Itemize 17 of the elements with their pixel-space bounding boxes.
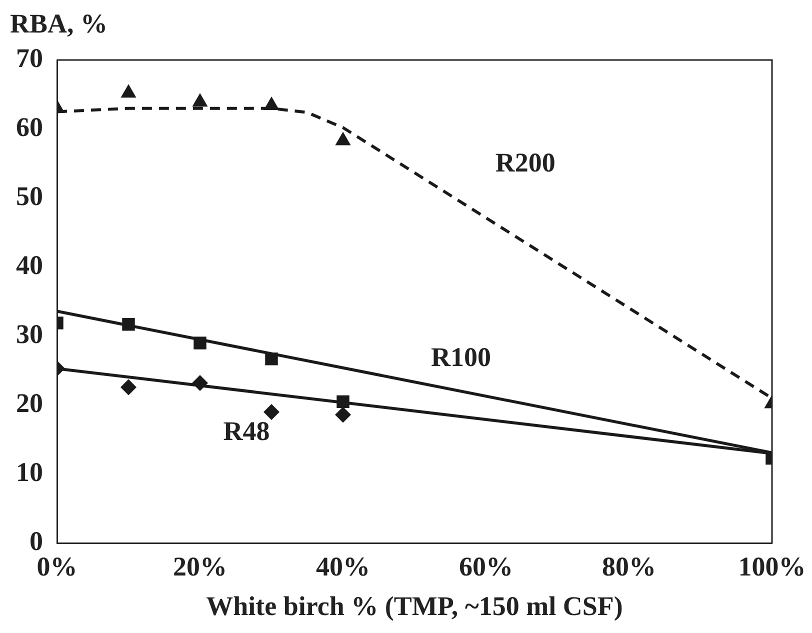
y-tick-label: 10: [16, 457, 43, 488]
y-tick-label: 40: [16, 250, 43, 280]
x-tick-label: 80%: [602, 551, 656, 582]
x-tick-label: 20%: [173, 551, 227, 582]
series-label: R100: [430, 342, 491, 372]
y-tick-label: 20: [16, 388, 43, 418]
x-tick-label: 100%: [738, 551, 806, 582]
x-tick-label: 40%: [316, 551, 370, 582]
series-label: R48: [223, 416, 270, 446]
y-axis-title: RBA, %: [10, 8, 108, 38]
y-tick-label: 70: [16, 42, 43, 73]
x-tick-label: 60%: [459, 551, 513, 582]
y-tick-label: 50: [16, 181, 43, 212]
series-label: R200: [495, 148, 556, 178]
x-axis-title: White birch % (TMP, ~150 ml CSF): [206, 590, 623, 621]
y-tick-label: 30: [16, 319, 43, 350]
y-tick-label: 60: [16, 112, 43, 142]
